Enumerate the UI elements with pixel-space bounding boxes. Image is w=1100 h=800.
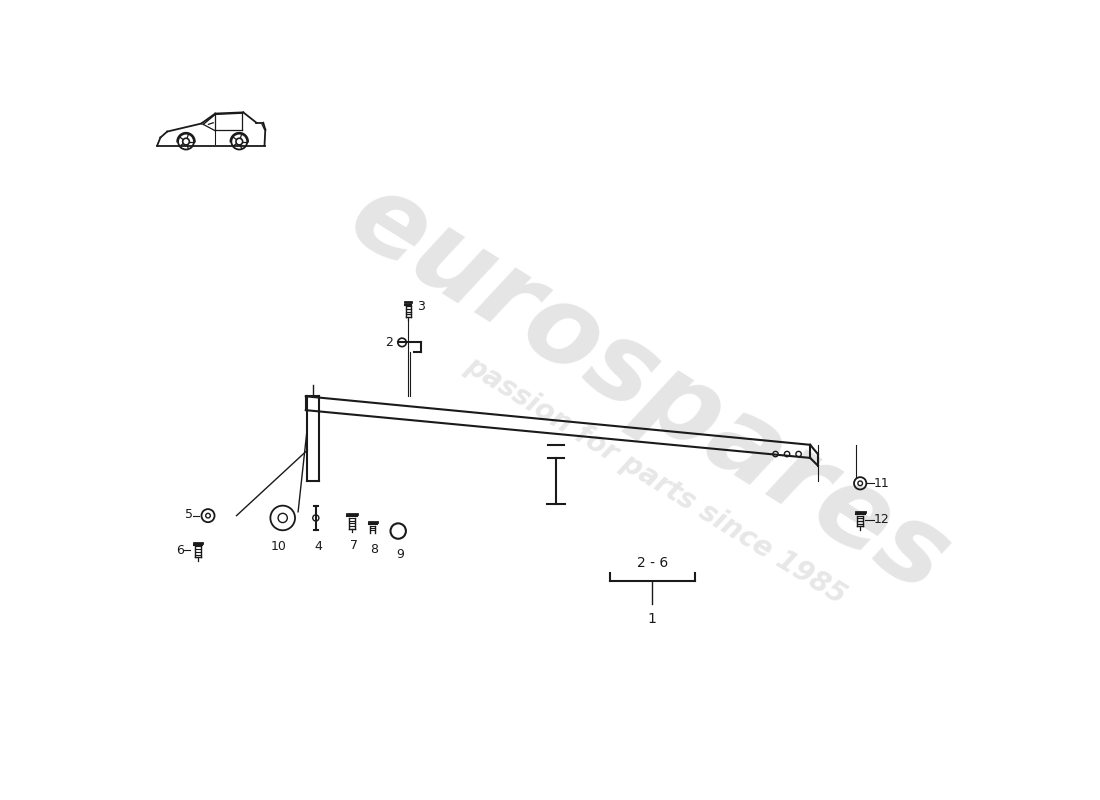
Text: 3: 3 xyxy=(418,300,426,313)
Text: 4: 4 xyxy=(315,539,322,553)
Text: 1: 1 xyxy=(648,612,657,626)
Text: 9: 9 xyxy=(396,548,404,561)
Text: 12: 12 xyxy=(874,513,890,526)
Text: 11: 11 xyxy=(874,477,890,490)
Text: 2: 2 xyxy=(385,336,393,349)
Text: passion for parts since 1985: passion for parts since 1985 xyxy=(461,352,851,610)
Text: eurospares: eurospares xyxy=(330,162,967,615)
Text: 10: 10 xyxy=(271,539,287,553)
Text: 8: 8 xyxy=(371,543,378,556)
Text: 7: 7 xyxy=(350,538,358,552)
Text: 2 - 6: 2 - 6 xyxy=(637,556,668,570)
Text: 5: 5 xyxy=(185,508,192,521)
Text: 6: 6 xyxy=(176,544,184,557)
